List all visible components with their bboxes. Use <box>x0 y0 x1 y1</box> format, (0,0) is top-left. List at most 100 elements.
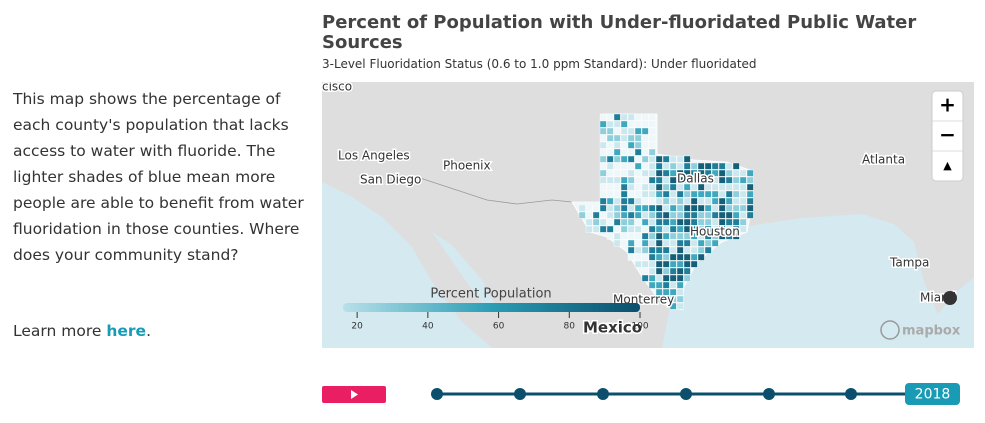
county <box>641 225 649 233</box>
county <box>669 281 677 289</box>
county <box>655 239 663 247</box>
county <box>676 183 684 191</box>
county <box>648 197 656 205</box>
county <box>662 274 670 282</box>
county <box>655 288 663 296</box>
county <box>746 190 754 198</box>
county <box>634 239 642 247</box>
county <box>613 120 621 128</box>
county <box>683 169 691 177</box>
county <box>683 162 691 170</box>
county <box>655 295 663 303</box>
zoom-in[interactable]: + <box>939 93 956 117</box>
county <box>641 232 649 240</box>
county <box>711 232 719 240</box>
county <box>627 148 635 156</box>
county <box>641 246 649 254</box>
county <box>655 183 663 191</box>
county <box>606 197 614 205</box>
county <box>613 162 621 170</box>
info-button[interactable] <box>943 291 957 305</box>
county <box>704 218 712 226</box>
county <box>711 204 719 212</box>
zoom-out[interactable]: − <box>939 123 956 147</box>
county <box>683 274 691 282</box>
county <box>669 274 677 282</box>
county <box>676 162 684 170</box>
county <box>620 155 628 163</box>
legend-bar <box>343 303 640 312</box>
county <box>648 113 656 121</box>
county <box>634 169 642 177</box>
county <box>627 239 635 247</box>
county <box>627 190 635 198</box>
county <box>732 218 740 226</box>
county <box>606 120 614 128</box>
timeline-step[interactable] <box>680 388 692 400</box>
county <box>655 204 663 212</box>
county <box>697 239 705 247</box>
county <box>613 141 621 149</box>
county <box>613 190 621 198</box>
county <box>634 162 642 170</box>
play-button[interactable] <box>322 386 386 403</box>
county <box>697 225 705 233</box>
county <box>683 218 691 226</box>
attribution[interactable]: mapbox <box>902 324 961 339</box>
county <box>662 176 670 184</box>
timeline-step[interactable] <box>514 388 526 400</box>
county <box>613 239 621 247</box>
border <box>416 176 573 205</box>
county <box>711 176 719 184</box>
timeline-step[interactable] <box>763 388 775 400</box>
timeline-step[interactable] <box>845 388 857 400</box>
timeline-step[interactable] <box>597 388 609 400</box>
county <box>627 176 635 184</box>
county <box>620 176 628 184</box>
county <box>732 232 740 240</box>
county <box>676 246 684 254</box>
county <box>662 246 670 254</box>
county <box>606 113 614 121</box>
learn-more-link[interactable]: here <box>106 322 147 340</box>
county <box>592 218 600 226</box>
county <box>669 176 677 184</box>
county <box>641 274 649 282</box>
county <box>662 225 670 233</box>
county <box>648 253 656 261</box>
county <box>704 162 712 170</box>
county <box>690 218 698 226</box>
map[interactable]: cisco Los Angeles San Diego Phoenix Dallas Ho… <box>322 82 974 348</box>
county <box>627 162 635 170</box>
county <box>697 232 705 240</box>
county <box>641 267 649 275</box>
timeline-step[interactable] <box>431 388 443 400</box>
legend-tick-label: 20 <box>351 322 363 332</box>
county <box>732 169 740 177</box>
current-year: 2018 <box>915 387 951 403</box>
play-icon <box>351 390 358 399</box>
county <box>739 183 747 191</box>
county <box>613 148 621 156</box>
county <box>620 232 628 240</box>
county <box>683 204 691 212</box>
county <box>641 169 649 177</box>
current-year-box[interactable] <box>905 383 960 405</box>
county <box>676 232 684 240</box>
county <box>620 134 628 142</box>
county <box>725 218 733 226</box>
county <box>641 176 649 184</box>
county <box>718 190 726 198</box>
county <box>599 134 607 142</box>
county <box>613 183 621 191</box>
county <box>732 190 740 198</box>
county <box>746 204 754 212</box>
county <box>641 190 649 198</box>
compass[interactable]: ▲ <box>943 159 952 172</box>
county <box>620 162 628 170</box>
county <box>606 225 614 233</box>
county <box>711 190 719 198</box>
county <box>711 211 719 219</box>
county <box>683 267 691 275</box>
county <box>683 176 691 184</box>
